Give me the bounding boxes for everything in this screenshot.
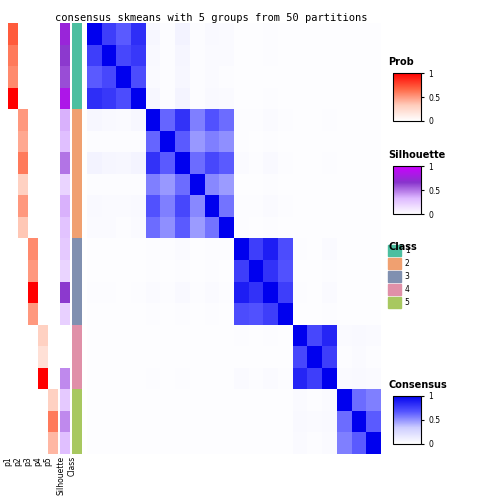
Text: Class: Class [68,456,77,476]
Text: Prob: Prob [388,57,414,67]
Text: Class: Class [388,242,417,252]
Text: 4: 4 [405,285,410,294]
Text: consensus skmeans with 5 groups from 50 partitions: consensus skmeans with 5 groups from 50 … [55,13,368,23]
Text: p5: p5 [43,456,52,466]
Text: p3: p3 [23,456,32,466]
Text: p4: p4 [33,456,42,466]
Text: 2: 2 [405,259,409,268]
Text: Silhouette: Silhouette [56,456,65,495]
Text: Consensus: Consensus [388,380,447,390]
Text: p2: p2 [13,456,22,466]
Text: 3: 3 [405,272,410,281]
Text: p1: p1 [3,456,12,466]
Text: 1: 1 [405,246,409,255]
Text: 5: 5 [405,298,410,307]
Text: Silhouette: Silhouette [388,150,446,160]
